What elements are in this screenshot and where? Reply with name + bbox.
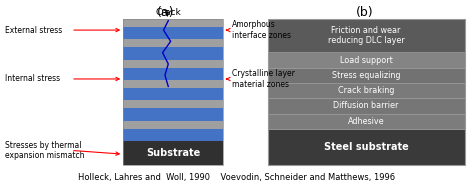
Bar: [123, 141, 223, 165]
Bar: [123, 100, 223, 108]
Bar: [123, 68, 223, 80]
Text: Crack: Crack: [155, 8, 181, 17]
Bar: [268, 19, 465, 165]
Bar: [123, 27, 223, 39]
Bar: [123, 39, 223, 47]
Bar: [268, 114, 465, 129]
Text: Amorphous
interface zones: Amorphous interface zones: [232, 20, 291, 40]
Bar: [123, 121, 223, 129]
Bar: [268, 52, 465, 68]
Bar: [268, 129, 465, 165]
Bar: [268, 98, 465, 114]
Text: Stresses by thermal
expansion mismatch: Stresses by thermal expansion mismatch: [5, 141, 84, 160]
Bar: [123, 88, 223, 100]
Bar: [268, 19, 465, 52]
Text: (a): (a): [157, 6, 174, 19]
Text: Stress equalizing: Stress equalizing: [332, 71, 401, 80]
Text: Load support: Load support: [340, 55, 392, 64]
Bar: [123, 19, 223, 27]
Text: External stress: External stress: [5, 26, 62, 35]
Text: Internal stress: Internal stress: [5, 74, 60, 83]
Text: Steel substrate: Steel substrate: [324, 142, 409, 152]
Text: Crack braking: Crack braking: [338, 86, 394, 95]
Text: (b): (b): [356, 6, 374, 19]
Bar: [123, 129, 223, 141]
Bar: [123, 19, 223, 165]
Text: Holleck, Lahres and  Woll, 1990    Voevodin, Schneider and Matthews, 1996: Holleck, Lahres and Woll, 1990 Voevodin,…: [78, 173, 396, 182]
Bar: [268, 68, 465, 83]
Text: Substrate: Substrate: [146, 148, 200, 158]
Bar: [123, 60, 223, 68]
Bar: [123, 108, 223, 121]
Bar: [123, 47, 223, 60]
Text: Crystalline layer
material zones: Crystalline layer material zones: [232, 69, 295, 89]
Text: Diffusion barrier: Diffusion barrier: [334, 101, 399, 110]
Text: Friction and wear
reducing DLC layer: Friction and wear reducing DLC layer: [328, 26, 404, 45]
Text: Adhesive: Adhesive: [348, 117, 384, 126]
Bar: [123, 80, 223, 88]
Bar: [268, 83, 465, 98]
